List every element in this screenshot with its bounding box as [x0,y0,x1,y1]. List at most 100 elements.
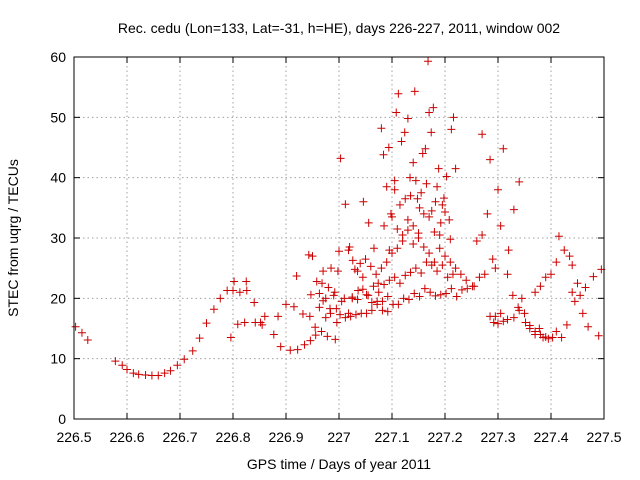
data-point [333,267,342,276]
x-tick-label: 226.5 [56,429,91,445]
data-point [364,291,373,300]
data-point [173,361,182,370]
data-point [446,258,455,267]
data-point [517,294,526,303]
data-point [411,176,420,185]
data-point [348,293,357,302]
data-point [359,197,368,206]
data-point [390,176,399,185]
data-point [415,292,424,301]
data-point [433,182,442,191]
x-tick-label: 227.5 [586,429,621,445]
data-point [419,243,428,252]
data-point [369,244,378,253]
data-point [388,212,396,221]
data-point [305,312,314,321]
data-point [431,197,440,206]
data-point [568,288,577,297]
data-point [547,270,555,279]
data-point [324,283,333,292]
data-point [395,200,404,209]
data-point [434,164,443,173]
data-point [332,318,341,327]
data-point [565,252,574,261]
data-point [503,270,512,279]
data-point [383,307,392,316]
data-point [413,194,422,203]
data-point [531,288,540,297]
data-point [216,294,225,303]
data-point [456,270,465,279]
data-point [367,306,376,315]
data-point [311,323,320,332]
data-point [417,188,426,197]
data-point [180,355,189,364]
data-point [269,330,278,339]
data-point [562,320,571,329]
data-point [441,208,449,217]
data-point [382,182,391,191]
x-tick-label: 227.2 [427,429,462,445]
data-point [499,317,508,326]
data-point [433,267,442,276]
data-point [351,310,360,319]
data-point [341,313,350,322]
data-point [377,124,386,133]
data-point [300,340,309,349]
x-axis-label: GPS time / Days of year 2011 [247,456,431,472]
data-point [230,277,239,286]
data-point [321,294,330,303]
data-point [409,221,418,230]
data-point [289,302,298,311]
data-point [242,277,251,286]
data-point [409,240,418,249]
data-point [536,330,545,339]
x-tick-label: 227.1 [374,429,409,445]
y-axis-label: STEC from uqrg / TECUs [5,159,21,317]
data-point [448,270,457,279]
data-point [409,158,418,167]
grid [74,57,604,419]
data-point [378,297,387,306]
data-point [397,137,406,146]
data-point [235,288,244,297]
data-point [421,144,430,153]
data-point [515,306,524,315]
data-point [392,108,401,117]
data-point [348,256,357,265]
data-point [401,194,410,203]
data-point [573,279,582,288]
data-point [154,371,163,380]
data-point [451,164,460,173]
data-point [312,277,321,286]
data-point [118,361,127,370]
data-point [486,155,495,164]
x-tick-label: 226.9 [268,429,303,445]
data-point [406,191,415,200]
data-point [345,243,354,252]
data-point [535,324,544,333]
data-point [111,357,120,366]
data-point [470,282,479,291]
data-point [472,237,481,246]
data-point [425,212,434,221]
data-point [377,264,386,273]
x-tick-label: 226.6 [109,429,144,445]
data-point [403,226,412,235]
y-tick-label: 40 [50,170,66,186]
data-point [379,150,388,159]
data-point [226,333,235,342]
data-point [336,154,345,163]
data-point [282,300,290,309]
data-point [446,235,455,244]
data-point [541,273,550,282]
data-point [321,313,330,322]
data-point [430,227,439,236]
data-point [442,172,451,181]
data-point [422,179,431,188]
x-axis: 226.5 226.6 226.7 226.8 226.9 227 227.1 227.2 22… [56,57,622,445]
data-point [385,246,394,255]
data-point [326,309,335,318]
y-tick-label: 50 [50,109,66,125]
